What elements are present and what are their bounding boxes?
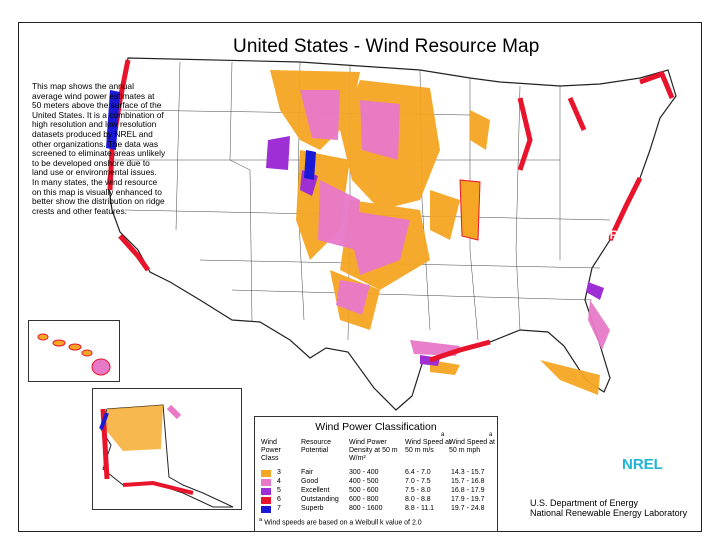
legend-header-potential: Resource Potential (301, 439, 331, 454)
class6-outstanding-coast (107, 59, 675, 363)
legend-class: 4 (277, 478, 281, 485)
legend-class: 3 (277, 469, 281, 476)
legend-class: 5 (277, 487, 281, 494)
legend-potential: Outstanding (301, 496, 339, 503)
legend-speed-ms: 8.8 - 11.1 (405, 505, 435, 512)
legend-speed-ms: 8.0 - 8.8 (405, 496, 431, 503)
legend-class: 6 (277, 496, 281, 503)
legend-header-speed-ms: Wind Speed at 50 m m/s (405, 439, 451, 454)
credit-doe: U.S. Department of Energy (530, 498, 639, 508)
legend-row: 6 Outstanding 600 - 800 8.0 - 8.8 17.9 - 19.… (259, 496, 495, 504)
legend-potential: Superb (301, 505, 324, 512)
nrel-watermark: NREL (601, 228, 634, 242)
legend-swatch (261, 505, 271, 513)
footnote-text: Wind speeds are based on a Weibull k val… (264, 519, 422, 527)
legend-speed-ms: 7.5 - 8.0 (405, 487, 431, 494)
legend-row: 4 Good 400 - 500 7.0 - 7.5 15.7 - 16.8 (259, 478, 495, 486)
alaska-inset (92, 388, 242, 510)
nrel-logo-text: NREL (622, 456, 663, 473)
legend-density: 800 - 1600 (349, 505, 383, 512)
legend-superscript-a: a (441, 432, 445, 438)
credit-nrel: National Renewable Energy Laboratory (530, 508, 688, 518)
legend-density: 300 - 400 (349, 469, 379, 476)
legend-density: 500 - 600 (349, 487, 379, 494)
map-title: United States - Wind Resource Map (233, 36, 540, 57)
class7-superb-regions (106, 90, 316, 180)
legend-superscript-a-2: a (489, 432, 493, 438)
legend-swatch (261, 478, 271, 486)
legend-speed-mph: 16.8 - 17.9 (451, 487, 485, 494)
legend-speed-mph: 14.3 - 15.7 (451, 469, 485, 476)
nrel-sunburst-icon: NREL (622, 456, 663, 473)
legend-density: 600 - 800 (349, 496, 379, 503)
legend-row: 3 Fair 300 - 400 6.4 - 7.0 14.3 - 15.7 (259, 469, 495, 477)
footnote-superscript: a (259, 517, 263, 523)
legend-title: Wind Power Classification (315, 421, 437, 433)
alaska-map (99, 404, 234, 508)
legend-footnote: a Wind speeds are based on a Weibull k v… (259, 517, 422, 526)
legend-header-density: Wind Power Density at 50 m W/m² (349, 439, 398, 462)
legend-potential: Good (301, 478, 319, 485)
legend-potential: Excellent (301, 487, 330, 494)
illinois-fair-region (459, 179, 481, 241)
legend-swatch (261, 487, 271, 495)
legend-panel: Wind Power Classification Wind Power Cla… (254, 416, 498, 532)
legend-speed-mph: 17.9 - 19.7 (451, 496, 485, 503)
legend-density: 400 - 500 (349, 478, 379, 485)
legend-speed-mph: 15.7 - 16.8 (451, 478, 485, 485)
hawaii-inset (28, 320, 120, 382)
legend-class: 7 (277, 505, 281, 512)
legend-header-class: Wind Power Class (261, 439, 281, 462)
legend-speed-ms: 7.0 - 7.5 (405, 478, 431, 485)
credits: U.S. Department of Energy National Renew… (530, 498, 687, 518)
legend-speed-mph: 19.7 - 24.8 (451, 505, 485, 512)
legend-speed-ms: 6.4 - 7.0 (405, 469, 431, 476)
legend-swatch (261, 469, 271, 477)
legend-potential: Fair (301, 469, 314, 476)
legend-row: 5 Excellent 500 - 600 7.5 - 8.0 16.8 - 17.9 (259, 487, 495, 495)
map-description: This map shows the annual average wind p… (32, 81, 166, 216)
legend-row: 7 Superb 800 - 1600 8.8 - 11.1 19.7 - 24.8 (259, 505, 495, 513)
legend-header-speed-mph: Wind Speed at 50 m mph (449, 439, 495, 454)
legend-swatch (261, 496, 271, 504)
hawaii-map (37, 333, 111, 376)
